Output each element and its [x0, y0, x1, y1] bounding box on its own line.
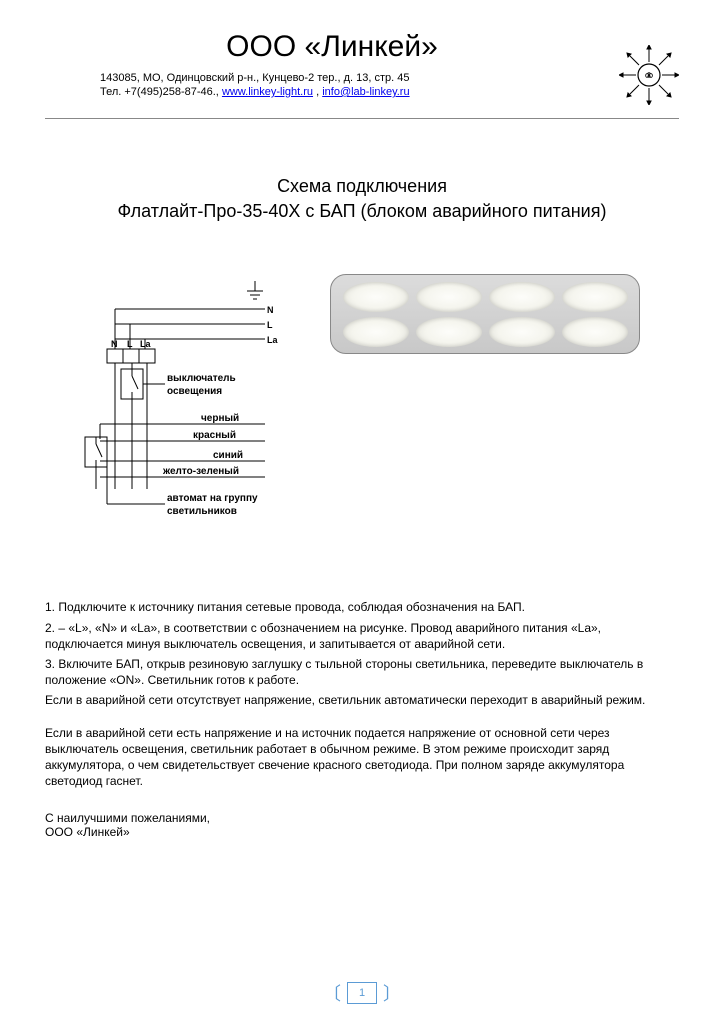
led [562, 282, 628, 312]
wiring-svg: N L La N L La выключатель освещения черн… [35, 279, 355, 559]
led [489, 317, 555, 347]
phone-text: Тел. +7(495)258-87-46., [100, 86, 222, 98]
pin-l: L [127, 339, 133, 349]
instruction-4: Если в аварийной сети есть напряжение и … [45, 725, 679, 790]
instruction-1: 1. Подключите к источнику питания сетевы… [45, 599, 679, 615]
bracket-right-icon: 〕 [383, 980, 401, 1006]
title-block: Схема подключения Флатлайт-Про-35-40Х с … [45, 174, 679, 224]
led [343, 317, 409, 347]
company-name: ООО «Линкей» [105, 30, 559, 64]
header-divider [45, 118, 679, 119]
wire-yellowgreen: желто-зеленый [162, 466, 239, 477]
breaker-label-1: автомат на группу [167, 493, 258, 504]
terminal-la-label: La [267, 335, 278, 345]
email-link[interactable]: info@lab-linkey.ru [322, 86, 409, 98]
page-number: 1 [347, 982, 377, 1004]
switch-label-2: освещения [167, 386, 222, 397]
led [343, 282, 409, 312]
pin-n: N [111, 339, 118, 349]
bracket-left-icon: 〔 [323, 980, 341, 1006]
header: ООО «Линкей» 143085, МО, Одинцовский р-н… [45, 30, 679, 98]
wire-black: черный [201, 413, 239, 424]
page-number-wrap: 〔 1 〕 [323, 980, 401, 1006]
wire-red: красный [193, 430, 236, 441]
instruction-3b: Если в аварийной сети отсутствует напряж… [45, 692, 679, 708]
instructions: 1. Подключите к источнику питания сетевы… [45, 599, 679, 789]
led [416, 317, 482, 347]
closing-line-2: ООО «Линкей» [45, 825, 679, 839]
address-line: 143085, МО, Одинцовский р-н., Кунцево-2 … [100, 72, 679, 84]
instruction-3a: 3. Включите БАП, открыв резиновую заглуш… [45, 656, 679, 688]
terminal-n-label: N [267, 305, 274, 315]
svg-text:∞: ∞ [645, 68, 654, 82]
wiring-diagram: N L La N L La выключатель освещения черн… [45, 279, 679, 559]
pin-la: La [140, 339, 151, 349]
link-separator: , [313, 86, 322, 98]
closing-line-1: С наилучшими пожеланиями, [45, 811, 679, 825]
website-link[interactable]: www.linkey-light.ru [222, 86, 313, 98]
led [489, 282, 555, 312]
title-line-2: Флатлайт-Про-35-40Х с БАП (блоком аварий… [45, 199, 679, 224]
lamp-fixture [330, 274, 640, 354]
title-line-1: Схема подключения [45, 174, 679, 199]
sun-logo-icon: ∞ [619, 45, 679, 105]
led [416, 282, 482, 312]
led [562, 317, 628, 347]
terminal-l-label: L [267, 320, 273, 330]
breaker-label-2: светильников [167, 506, 237, 517]
wire-blue: синий [213, 450, 243, 461]
switch-label-1: выключатель [167, 373, 236, 384]
contact-line: Тел. +7(495)258-87-46., www.linkey-light… [100, 86, 679, 98]
instruction-2: 2. – «L», «N» и «La», в соответствии с о… [45, 620, 679, 652]
closing: С наилучшими пожеланиями, ООО «Линкей» [45, 811, 679, 839]
